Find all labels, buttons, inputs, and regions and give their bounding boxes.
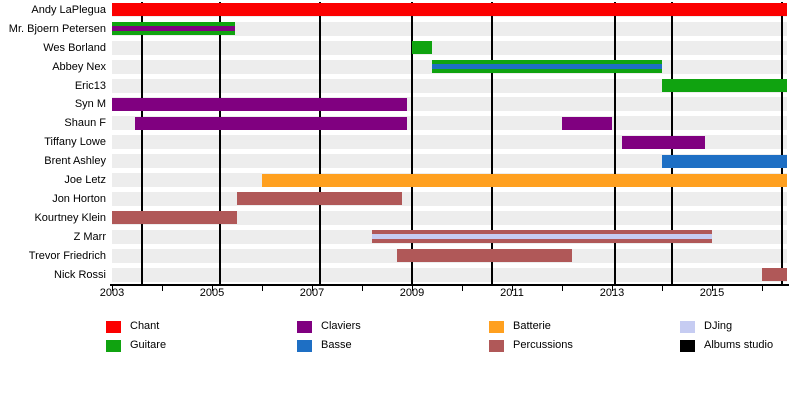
x-axis-tick-label: 2003 [99, 287, 125, 299]
legend-label: DJing [704, 320, 733, 332]
legend-swatch-claviers [297, 321, 312, 333]
row-background [112, 78, 787, 93]
x-axis-tick [512, 285, 513, 291]
member-label: Trevor Friedrich [28, 249, 106, 262]
timeline-bar [237, 192, 402, 206]
member-label: Wes Borland [43, 41, 106, 54]
x-axis-tick [162, 285, 163, 291]
x-axis-tick [762, 285, 763, 291]
album-release-line [411, 2, 413, 284]
row-background [112, 40, 787, 55]
x-axis-tick [362, 285, 363, 291]
member-label: Brent Ashley [44, 155, 106, 168]
row-background [112, 135, 787, 150]
row-background [112, 154, 787, 169]
timeline-bar [112, 3, 787, 17]
legend-label: Chant [130, 320, 160, 332]
album-release-line [613, 2, 616, 284]
album-release-line [141, 2, 143, 284]
member-label: Kourtney Klein [34, 211, 106, 224]
timeline-bar [562, 116, 612, 130]
x-axis-tick-label: 2011 [500, 287, 524, 299]
row-background [112, 191, 787, 206]
member-label: Syn M [74, 98, 106, 111]
legend-label: Albums studio [704, 339, 774, 351]
x-axis-tick [412, 285, 413, 291]
album-release-line [218, 2, 221, 284]
legend-swatch-basse [297, 340, 312, 352]
timeline-bar [662, 79, 787, 93]
x-axis-tick [112, 285, 113, 291]
timeline-bar [412, 41, 432, 55]
member-label: Mr. Bjoern Petersen [8, 22, 106, 35]
x-axis-tick [712, 285, 713, 291]
member-label: Joe Letz [64, 174, 106, 187]
row-background [112, 267, 787, 282]
album-release-line [491, 2, 493, 284]
role-stripe [432, 64, 662, 70]
timeline-bar [112, 211, 237, 225]
timeline-bar [262, 173, 787, 187]
member-label: Jon Horton [52, 192, 106, 205]
x-axis-tick-label: 2007 [299, 287, 325, 299]
legend-label: Basse [321, 339, 352, 351]
x-axis-tick-label: 2005 [199, 287, 225, 299]
x-axis-tick [262, 285, 263, 291]
member-label: Abbey Nex [52, 60, 106, 73]
x-axis-tick [212, 285, 213, 291]
timeline-bar [762, 268, 787, 282]
timeline-bar [112, 97, 407, 111]
timeline-bar [134, 116, 407, 130]
timeline-bar [622, 135, 705, 149]
legend-swatch-batterie [489, 321, 504, 333]
x-axis-tick [612, 285, 613, 291]
member-label: Andy LaPlegua [31, 3, 106, 16]
role-stripe [372, 234, 712, 240]
legend-swatch-guitare [106, 340, 121, 352]
x-axis-tick [662, 285, 663, 291]
role-stripe [112, 26, 235, 32]
album-release-line [318, 2, 321, 284]
row-background [112, 210, 787, 225]
legend-label: Batterie [513, 320, 551, 332]
x-axis-tick [462, 285, 463, 291]
legend-label: Claviers [321, 320, 361, 332]
timeline-bar [397, 249, 572, 263]
x-axis-line [110, 283, 789, 286]
legend-swatch-djing [680, 321, 695, 333]
x-axis-tick-label: 2013 [599, 287, 625, 299]
legend-swatch-percussions [489, 340, 504, 352]
member-label: Z Marr [73, 230, 106, 243]
x-axis-tick [312, 285, 313, 291]
legend-label: Percussions [513, 339, 573, 351]
legend-label: Guitare [130, 339, 167, 351]
legend-swatch-albums-studio [680, 340, 695, 352]
x-axis-tick-label: 2015 [699, 287, 725, 299]
timeline-bar [662, 154, 787, 168]
member-label: Tiffany Lowe [44, 136, 106, 149]
member-label: Eric13 [74, 79, 106, 92]
member-label: Shaun F [64, 117, 106, 130]
x-axis-tick [562, 285, 563, 291]
row-background [112, 21, 787, 36]
legend-swatch-chant [106, 321, 121, 333]
x-axis-tick-label: 2009 [399, 287, 425, 299]
album-release-line [781, 2, 783, 284]
member-label: Nick Rossi [54, 268, 106, 281]
